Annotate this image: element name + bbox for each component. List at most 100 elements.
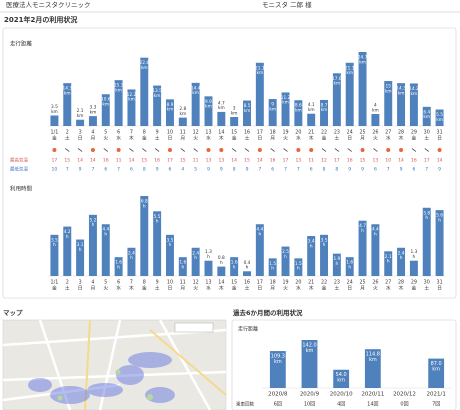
value-label: 4.7 — [218, 100, 225, 106]
high-temp: 15 — [141, 158, 147, 164]
value-unit: km — [321, 107, 328, 113]
value-label: 8.5 — [244, 103, 251, 109]
value-unit: km — [282, 100, 289, 106]
value-unit: h — [258, 232, 261, 238]
high-temp-label: 最高気温 — [10, 157, 28, 164]
low-temp: 6 — [412, 167, 415, 173]
x-tick-label: 21 — [308, 130, 314, 136]
low-temp: 7 — [387, 167, 390, 173]
value-unit: km — [411, 91, 418, 97]
x-tick-label: 2020/11 — [361, 392, 384, 398]
x-tick-label: 2020/10 — [330, 392, 353, 398]
weekday-label: 金 — [142, 135, 147, 142]
low-temp: 9 — [361, 167, 364, 173]
value-label: 8.7 — [321, 102, 328, 108]
value-label: 4.4 — [372, 227, 379, 233]
value-unit: h — [53, 242, 56, 248]
x-tick-label: 7 — [130, 130, 133, 136]
value-unit: km — [334, 81, 341, 87]
value-label: 3.3 — [90, 105, 97, 111]
history-title: 過去6か月間の利用状況 — [232, 308, 303, 317]
weather-icon — [309, 148, 314, 152]
weather-icon — [437, 148, 442, 152]
bar — [332, 253, 341, 276]
bar — [255, 224, 264, 276]
count-label: 14回 — [367, 402, 378, 408]
low-temp: 9 — [400, 167, 403, 173]
weather-icon — [167, 148, 172, 152]
value-unit: h — [104, 232, 107, 238]
low-temp: 6 — [130, 167, 133, 173]
counts-label: 乗車回数 — [236, 401, 254, 408]
value-label: 142.0 — [302, 343, 316, 349]
bar — [345, 257, 354, 276]
x-tick-label: 28 — [398, 280, 404, 286]
high-temp: 16 — [103, 158, 109, 164]
value-label: 4.1 — [308, 102, 315, 108]
bar — [204, 260, 213, 276]
value-unit: km — [308, 107, 315, 113]
x-tick-label: 2 — [66, 280, 69, 286]
bar — [332, 73, 341, 126]
value-label: 14.3 — [396, 86, 406, 92]
x-tick-label: 31 — [437, 130, 443, 136]
x-tick-label: 26 — [372, 130, 378, 136]
bar — [409, 83, 418, 126]
low-temp: 8 — [233, 167, 236, 173]
weekday-label: 木 — [129, 285, 134, 292]
x-tick-label: 16 — [244, 130, 250, 136]
x-tick-label: 21 — [308, 280, 314, 286]
weekday-label: 月 — [180, 136, 185, 142]
value-unit: h — [169, 242, 172, 248]
x-tick-label: 30 — [424, 280, 430, 286]
value-unit: km — [295, 108, 302, 114]
bar — [301, 340, 318, 388]
value-label: 5.5 — [154, 214, 161, 220]
low-temp: 9 — [207, 167, 210, 173]
x-tick-label: 2020/8 — [268, 392, 288, 398]
weekday-label: 土 — [424, 285, 429, 292]
bar — [371, 114, 380, 126]
high-temp: 16 — [154, 158, 160, 164]
weekday-label: 日 — [257, 286, 262, 292]
x-tick-label: 11 — [180, 280, 186, 286]
high-temp: 13 — [295, 158, 301, 164]
value-unit: h — [194, 255, 197, 261]
weekday-label: 土 — [155, 135, 160, 142]
weather-icon — [399, 148, 404, 152]
weekday-label: 火 — [193, 136, 198, 142]
value-label: 0.8 — [218, 255, 225, 261]
value-label: 9 — [271, 102, 274, 108]
x-tick-label: 6 — [117, 280, 120, 286]
value-label: 22.8 — [140, 60, 150, 66]
value-unit: km — [115, 87, 122, 93]
value-label: 2.4 — [128, 250, 135, 256]
value-label: 3 — [233, 106, 236, 112]
weekday-label: 木 — [399, 135, 404, 142]
weekday-label: 月 — [180, 286, 185, 292]
weekday-label: 月 — [360, 136, 365, 142]
x-tick-label: 14 — [218, 130, 224, 136]
bar — [153, 85, 162, 126]
x-tick-label: 4 — [91, 280, 94, 286]
weather-icon — [52, 148, 57, 152]
map — [2, 319, 227, 410]
bar — [281, 92, 290, 126]
value-unit: h — [323, 242, 326, 248]
weekday-label: 火 — [103, 286, 108, 292]
value-unit: km — [436, 117, 443, 123]
value-unit: h — [348, 264, 351, 270]
x-tick-label: 8 — [143, 280, 146, 286]
bar — [114, 80, 123, 126]
value-unit: km — [179, 111, 186, 117]
value-unit: km — [432, 367, 440, 373]
weekday-label: 火 — [373, 286, 378, 292]
value-label: 3.1 — [77, 242, 84, 248]
high-temp: 17 — [334, 158, 340, 164]
weekday-label: 木 — [399, 285, 404, 292]
weather-icon — [129, 148, 134, 152]
low-temp: 5 — [194, 167, 197, 173]
value-label: 3.5 — [321, 237, 328, 243]
high-temp: 15 — [180, 158, 186, 164]
low-temp: 6 — [310, 167, 313, 173]
